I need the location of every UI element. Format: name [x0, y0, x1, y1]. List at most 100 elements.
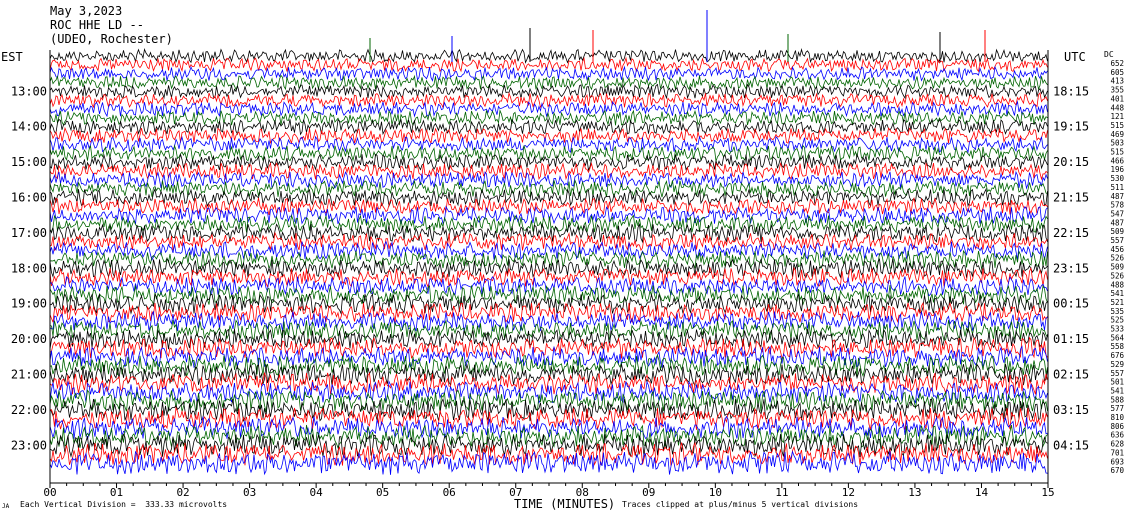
dc-offset-value: 670	[1110, 466, 1124, 475]
left-hour-label: 22:00	[11, 403, 47, 417]
x-tick-label: 13	[908, 486, 921, 499]
dc-offset-value: 701	[1110, 448, 1124, 457]
dc-offset-value: 448	[1110, 103, 1124, 112]
trace-8	[49, 109, 1048, 127]
dc-offset-value: 628	[1110, 440, 1124, 449]
trace-46	[49, 441, 1048, 467]
trace-24	[49, 249, 1048, 270]
dc-offset-value: 558	[1110, 342, 1124, 351]
trace-34	[49, 336, 1048, 360]
dc-offset-value: 355	[1110, 86, 1124, 95]
chart-date: May 3,2023	[50, 4, 123, 18]
x-tick-label: 09	[642, 486, 655, 499]
dc-offset-value: 196	[1110, 165, 1124, 174]
trace-28	[49, 284, 1048, 307]
dc-offset-value: 487	[1110, 218, 1124, 227]
trace-18	[49, 196, 1048, 217]
clip-note: Traces clipped at plus/minus 5 vertical …	[622, 500, 859, 509]
x-tick-label: 15	[1041, 486, 1054, 499]
left-hour-label: 20:00	[11, 332, 47, 346]
trace-40	[49, 389, 1048, 413]
x-axis-title: TIME (MINUTES)	[514, 497, 616, 511]
left-hour-label: 13:00	[11, 84, 47, 98]
trace-5	[49, 83, 1048, 100]
dc-offset-value: 469	[1110, 130, 1124, 139]
scale-note: Each Vertical Division = 333.33 microvol…	[20, 500, 228, 509]
x-tick-label: 06	[443, 486, 456, 499]
dc-offset-value: 503	[1110, 139, 1124, 148]
trace-3	[49, 65, 1048, 82]
trace-20	[49, 214, 1048, 234]
dc-offset-value: 526	[1110, 271, 1124, 280]
corner-mark: JA	[2, 503, 10, 510]
dc-offset-value: 810	[1110, 413, 1124, 422]
dc-offset-value: 557	[1110, 236, 1124, 245]
left-hour-label: 23:00	[11, 438, 47, 452]
dc-offset-value: 521	[1110, 298, 1124, 307]
right-hour-label: 00:15	[1053, 297, 1089, 311]
dc-offset-value: 413	[1110, 77, 1124, 86]
station-location: (UDEO, Rochester)	[50, 32, 173, 46]
axis-labels: 00 01 02 03 04 05 06 07 08 09 10 11 12 13 14 15 13:00 14:…	[11, 59, 1125, 499]
dc-offset-value: 588	[1110, 395, 1124, 404]
trace-30	[49, 301, 1048, 324]
trace-32	[49, 319, 1048, 342]
dc-offset-value: 515	[1110, 148, 1124, 157]
right-hour-label: 04:15	[1053, 438, 1089, 452]
dc-offset-value: 466	[1110, 156, 1124, 165]
dc-column-title: DC	[1104, 50, 1114, 59]
dc-offset-value: 509	[1110, 263, 1124, 272]
dc-offset-value: 547	[1110, 209, 1124, 218]
trace-31	[49, 310, 1048, 332]
dc-offset-value: 541	[1110, 289, 1124, 298]
trace-1	[49, 47, 1048, 64]
dc-offset-value: 676	[1110, 351, 1124, 360]
left-hour-label: 14:00	[11, 120, 47, 134]
left-hour-label: 17:00	[11, 226, 47, 240]
trace-15	[49, 170, 1048, 190]
trace-22	[49, 231, 1048, 252]
dc-offset-value: 693	[1110, 457, 1124, 466]
x-tick-label: 12	[842, 486, 855, 499]
dc-offset-value: 533	[1110, 325, 1124, 334]
x-tick-label: 05	[376, 486, 389, 499]
trace-10	[49, 126, 1048, 145]
right-hour-label: 19:15	[1053, 120, 1089, 134]
left-hour-label: 19:00	[11, 297, 47, 311]
dc-offset-value: 530	[1110, 174, 1124, 183]
left-hour-label: 16:00	[11, 190, 47, 204]
trace-33	[49, 327, 1048, 350]
dc-offset-value: 564	[1110, 333, 1124, 342]
dc-offset-value: 526	[1110, 254, 1124, 263]
right-hour-label: 01:15	[1053, 332, 1089, 346]
trace-19	[49, 205, 1048, 226]
dc-offset-value: 636	[1110, 431, 1124, 440]
right-hour-label: 18:15	[1053, 84, 1089, 98]
left-hour-label: 18:00	[11, 261, 47, 275]
trace-4	[49, 74, 1048, 91]
dc-offset-value: 456	[1110, 245, 1124, 254]
right-hour-label: 22:15	[1053, 226, 1089, 240]
x-tick-label: 01	[110, 486, 123, 499]
dc-offset-value: 121	[1110, 112, 1124, 121]
trace-35	[49, 345, 1048, 369]
dc-offset-value: 529	[1110, 360, 1124, 369]
x-tick-label: 07	[509, 486, 522, 499]
dc-offset-value: 511	[1110, 183, 1124, 192]
dc-offset-value: 652	[1110, 59, 1124, 68]
dc-offset-value: 578	[1110, 201, 1124, 210]
trace-group	[49, 10, 1048, 476]
trace-6	[49, 91, 1048, 109]
trace-44	[49, 424, 1048, 450]
dc-offset-value: 525	[1110, 316, 1124, 325]
dc-offset-value: 501	[1110, 378, 1124, 387]
plot-frame	[49, 50, 1049, 488]
x-tick-label: 11	[775, 486, 788, 499]
trace-45	[49, 433, 1048, 459]
trace-29	[49, 292, 1048, 315]
station-channel: ROC HHE LD --	[50, 18, 144, 32]
x-tick-label: 10	[709, 486, 722, 499]
trace-2	[49, 56, 1048, 73]
trace-9	[49, 117, 1048, 136]
